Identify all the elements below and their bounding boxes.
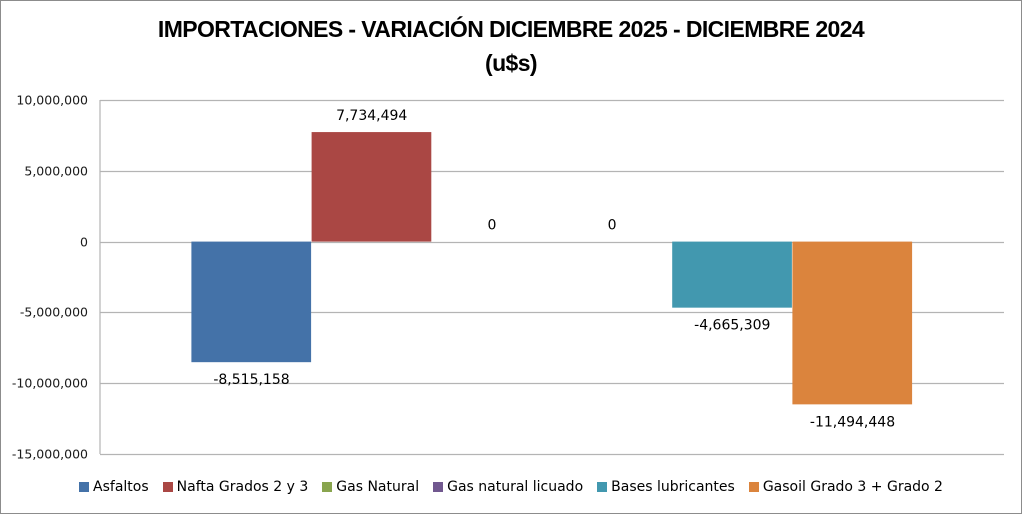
legend-swatch [433, 482, 444, 492]
legend-item: Bases lubricantes [597, 479, 735, 495]
data-label: -4,665,309 [694, 318, 770, 334]
bar-asfaltos [191, 241, 312, 363]
data-label: -8,515,158 [213, 372, 289, 388]
bars [191, 132, 913, 405]
legend-item: Gas natural licuado [433, 479, 583, 495]
legend-swatch [597, 482, 608, 492]
chart-title: IMPORTACIONES - VARIACIÓN DICIEMBRE 2025… [157, 16, 865, 42]
legend-swatch [322, 482, 333, 492]
legend: Asfaltos Nafta Grados 2 y 3 Gas Natural Gas… [0, 479, 1022, 495]
data-label: 0 [608, 218, 617, 234]
legend-label: Asfaltos [93, 479, 149, 495]
legend-item: Asfaltos [79, 479, 149, 495]
legend-item: Nafta Grados 2 y 3 [162, 479, 309, 495]
y-tick-label: -5,000,000 [20, 305, 88, 320]
legend-label: Gas natural licuado [447, 479, 584, 495]
chart-subtitle: (u$s) [485, 50, 538, 76]
legend-label: Gas Natural [336, 479, 420, 495]
y-tick-label: 5,000,000 [24, 164, 88, 179]
y-tick-label: -10,000,000 [12, 376, 88, 391]
legend-swatch [79, 482, 90, 492]
legend-label: Gasoil Grado 3 + Grado 2 [762, 479, 943, 495]
y-tick-label: -15,000,000 [12, 447, 88, 462]
legend-swatch [162, 482, 173, 492]
bar-gasoil-grado-3-grado-2 [792, 241, 913, 405]
data-label: 7,734,494 [336, 108, 407, 124]
legend-item: Gasoil Grado 3 + Grado 2 [748, 479, 943, 495]
legend-label: Bases lubricantes [611, 479, 735, 495]
data-label: 0 [487, 218, 496, 234]
y-tick-label: 10,000,000 [16, 93, 88, 108]
bar-bases-lubricantes [672, 241, 792, 308]
legend-item: Gas Natural [322, 479, 419, 495]
data-label: -11,494,448 [810, 414, 895, 430]
y-axis-ticks: 10,000,000 5,000,000 0 -5,000,000 -10,000,00… [12, 93, 88, 462]
legend-swatch [748, 482, 759, 492]
bar-nafta-grados-2-y-3 [311, 132, 432, 242]
data-labels: -8,515,158 7,734,494 0 0 -4,665,309 -11,494,4… [213, 108, 895, 430]
y-tick-label: 0 [80, 235, 88, 250]
legend-label: Nafta Grados 2 y 3 [176, 479, 309, 495]
